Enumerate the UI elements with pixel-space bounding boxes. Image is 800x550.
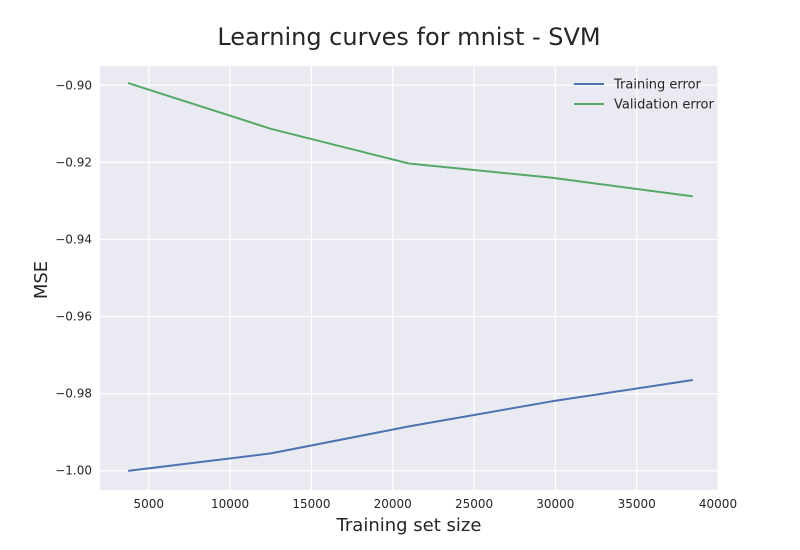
x-tick-label: 30000 [536, 497, 574, 511]
x-axis-title: Training set size [336, 515, 482, 536]
x-tick-label: 15000 [292, 497, 330, 511]
series-lines [127, 82, 693, 472]
x-tick-label: 25000 [455, 497, 493, 511]
legend-label: Training error [613, 78, 702, 93]
y-axis-title: MSE [31, 261, 52, 299]
series-line-0 [127, 379, 693, 472]
y-tick-label: −0.98 [55, 387, 92, 401]
x-axis-ticks: 5000 10000 15000 20000 25000 30000 35000 40000 [134, 497, 738, 511]
grid [100, 66, 719, 490]
x-tick-label: 35000 [618, 497, 656, 511]
y-tick-label: −0.92 [55, 155, 92, 169]
x-tick-label: 40000 [699, 497, 737, 511]
legend: Training error Validation error [574, 78, 714, 113]
x-tick-label: 20000 [374, 497, 412, 511]
plot-background [100, 66, 718, 490]
y-tick-label: −0.94 [55, 232, 92, 246]
y-tick-label: −0.90 [55, 78, 92, 92]
y-axis-ticks: −1.00 −0.98 −0.96 −0.94 −0.92 −0.90 [55, 78, 92, 477]
legend-label: Validation error [614, 98, 714, 113]
y-tick-label: −1.00 [55, 464, 92, 478]
y-tick-label: −0.96 [55, 310, 92, 324]
chart-title: Learning curves for mnist - SVM [217, 23, 600, 51]
series-line-1 [127, 82, 693, 198]
x-tick-label: 10000 [211, 497, 249, 511]
x-tick-label: 5000 [134, 497, 165, 511]
